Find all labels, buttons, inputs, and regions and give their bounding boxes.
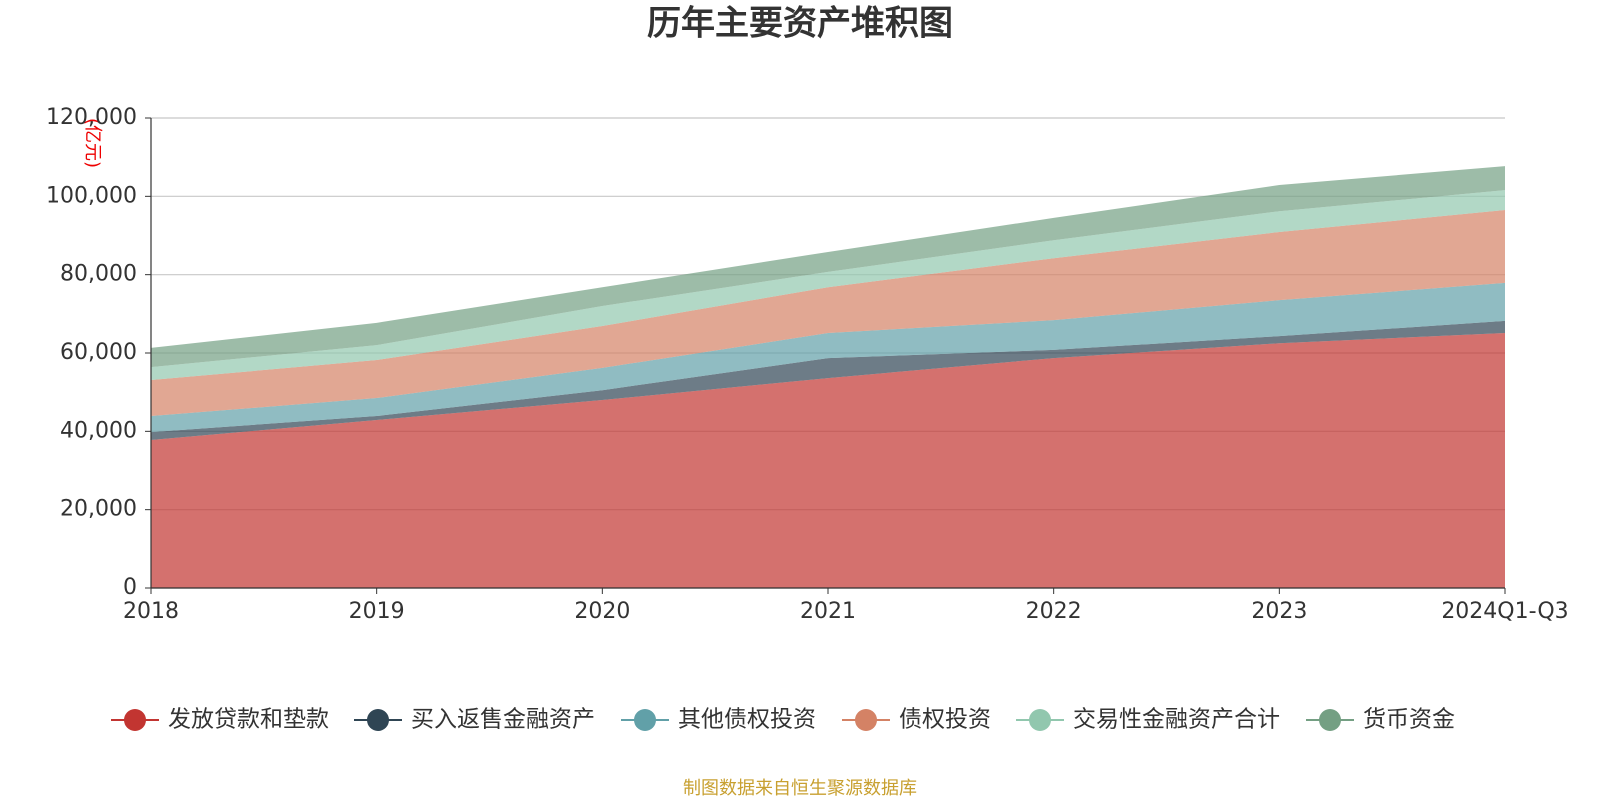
legend: 发放贷款和垫款 买入返售金融资产 其他债权投资 债权投资 交易性金融资产合计 货币资金 [111,707,1455,733]
legend-marker [855,709,877,731]
y-tick-label: 80,000 [60,262,137,287]
y-tick-label: 0 [123,575,137,600]
area [151,210,1505,417]
x-tick-label: 2018 [123,599,179,624]
area [151,190,1505,381]
y-tick-label: 40,000 [60,418,137,443]
x-tick-label: 2022 [1026,599,1082,624]
area [151,166,1505,368]
legend-marker [1029,709,1051,731]
area [151,333,1505,588]
legend-marker [634,709,656,731]
x-tick-label: 2019 [349,599,405,624]
legend-label: 发放贷款和垫款 [168,707,329,733]
area [151,282,1505,433]
legend-marker [367,709,389,731]
y-tick-label: 20,000 [60,497,137,522]
x-tick-label: 2023 [1251,599,1307,624]
x-tick-label: 2020 [574,599,630,624]
source-note: 制图数据来自恒生聚源数据库 [683,778,917,799]
y-tick-label: 100,000 [46,183,137,208]
legend-marker [124,709,146,731]
y-tick-label: 120,000 [46,105,137,130]
chart-title: 历年主要资产堆积图 [647,4,953,44]
y-unit: (亿元) [82,118,103,168]
legend-label: 买入返售金融资产 [411,707,595,733]
legend-label: 其他债权投资 [678,707,816,733]
legend-label: 货币资金 [1363,707,1455,733]
legend-label: 交易性金融资产合计 [1073,707,1280,733]
legend-marker [1319,709,1341,731]
x-tick-label: 2021 [800,599,856,624]
x-tick-label: 2024Q1-Q3 [1441,599,1568,624]
axes: 0 20,000 40,000 60,000 80,000 100,000 120,000 2… [46,105,1569,624]
area [151,320,1505,440]
areas [151,166,1505,588]
y-tick-label: 60,000 [60,340,137,365]
legend-label: 债权投资 [899,707,991,733]
